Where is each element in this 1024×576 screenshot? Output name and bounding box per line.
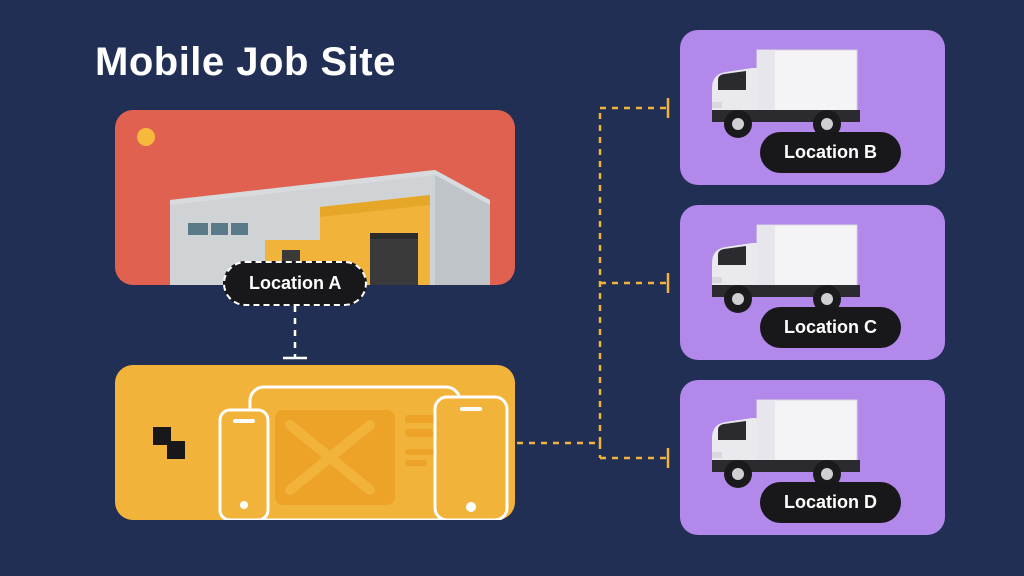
location-b-label: Location B: [784, 142, 877, 162]
location-a-label: Location A: [249, 273, 341, 293]
truck-icon: [702, 219, 867, 319]
truck-icon: [702, 44, 867, 144]
location-d-label: Location D: [784, 492, 877, 512]
page-title: Mobile Job Site: [95, 40, 396, 85]
source-location-card: [115, 110, 515, 285]
location-c-label: Location C: [784, 317, 877, 337]
devices-card: [115, 365, 515, 520]
destination-card-c: Location C: [680, 205, 945, 360]
location-b-badge: Location B: [760, 132, 901, 173]
location-c-badge: Location C: [760, 307, 901, 348]
destination-card-b: Location B: [680, 30, 945, 185]
truck-icon: [702, 394, 867, 494]
destination-card-d: Location D: [680, 380, 945, 535]
location-d-badge: Location D: [760, 482, 901, 523]
location-a-badge: Location A: [223, 261, 367, 306]
sun-icon: [137, 128, 155, 146]
